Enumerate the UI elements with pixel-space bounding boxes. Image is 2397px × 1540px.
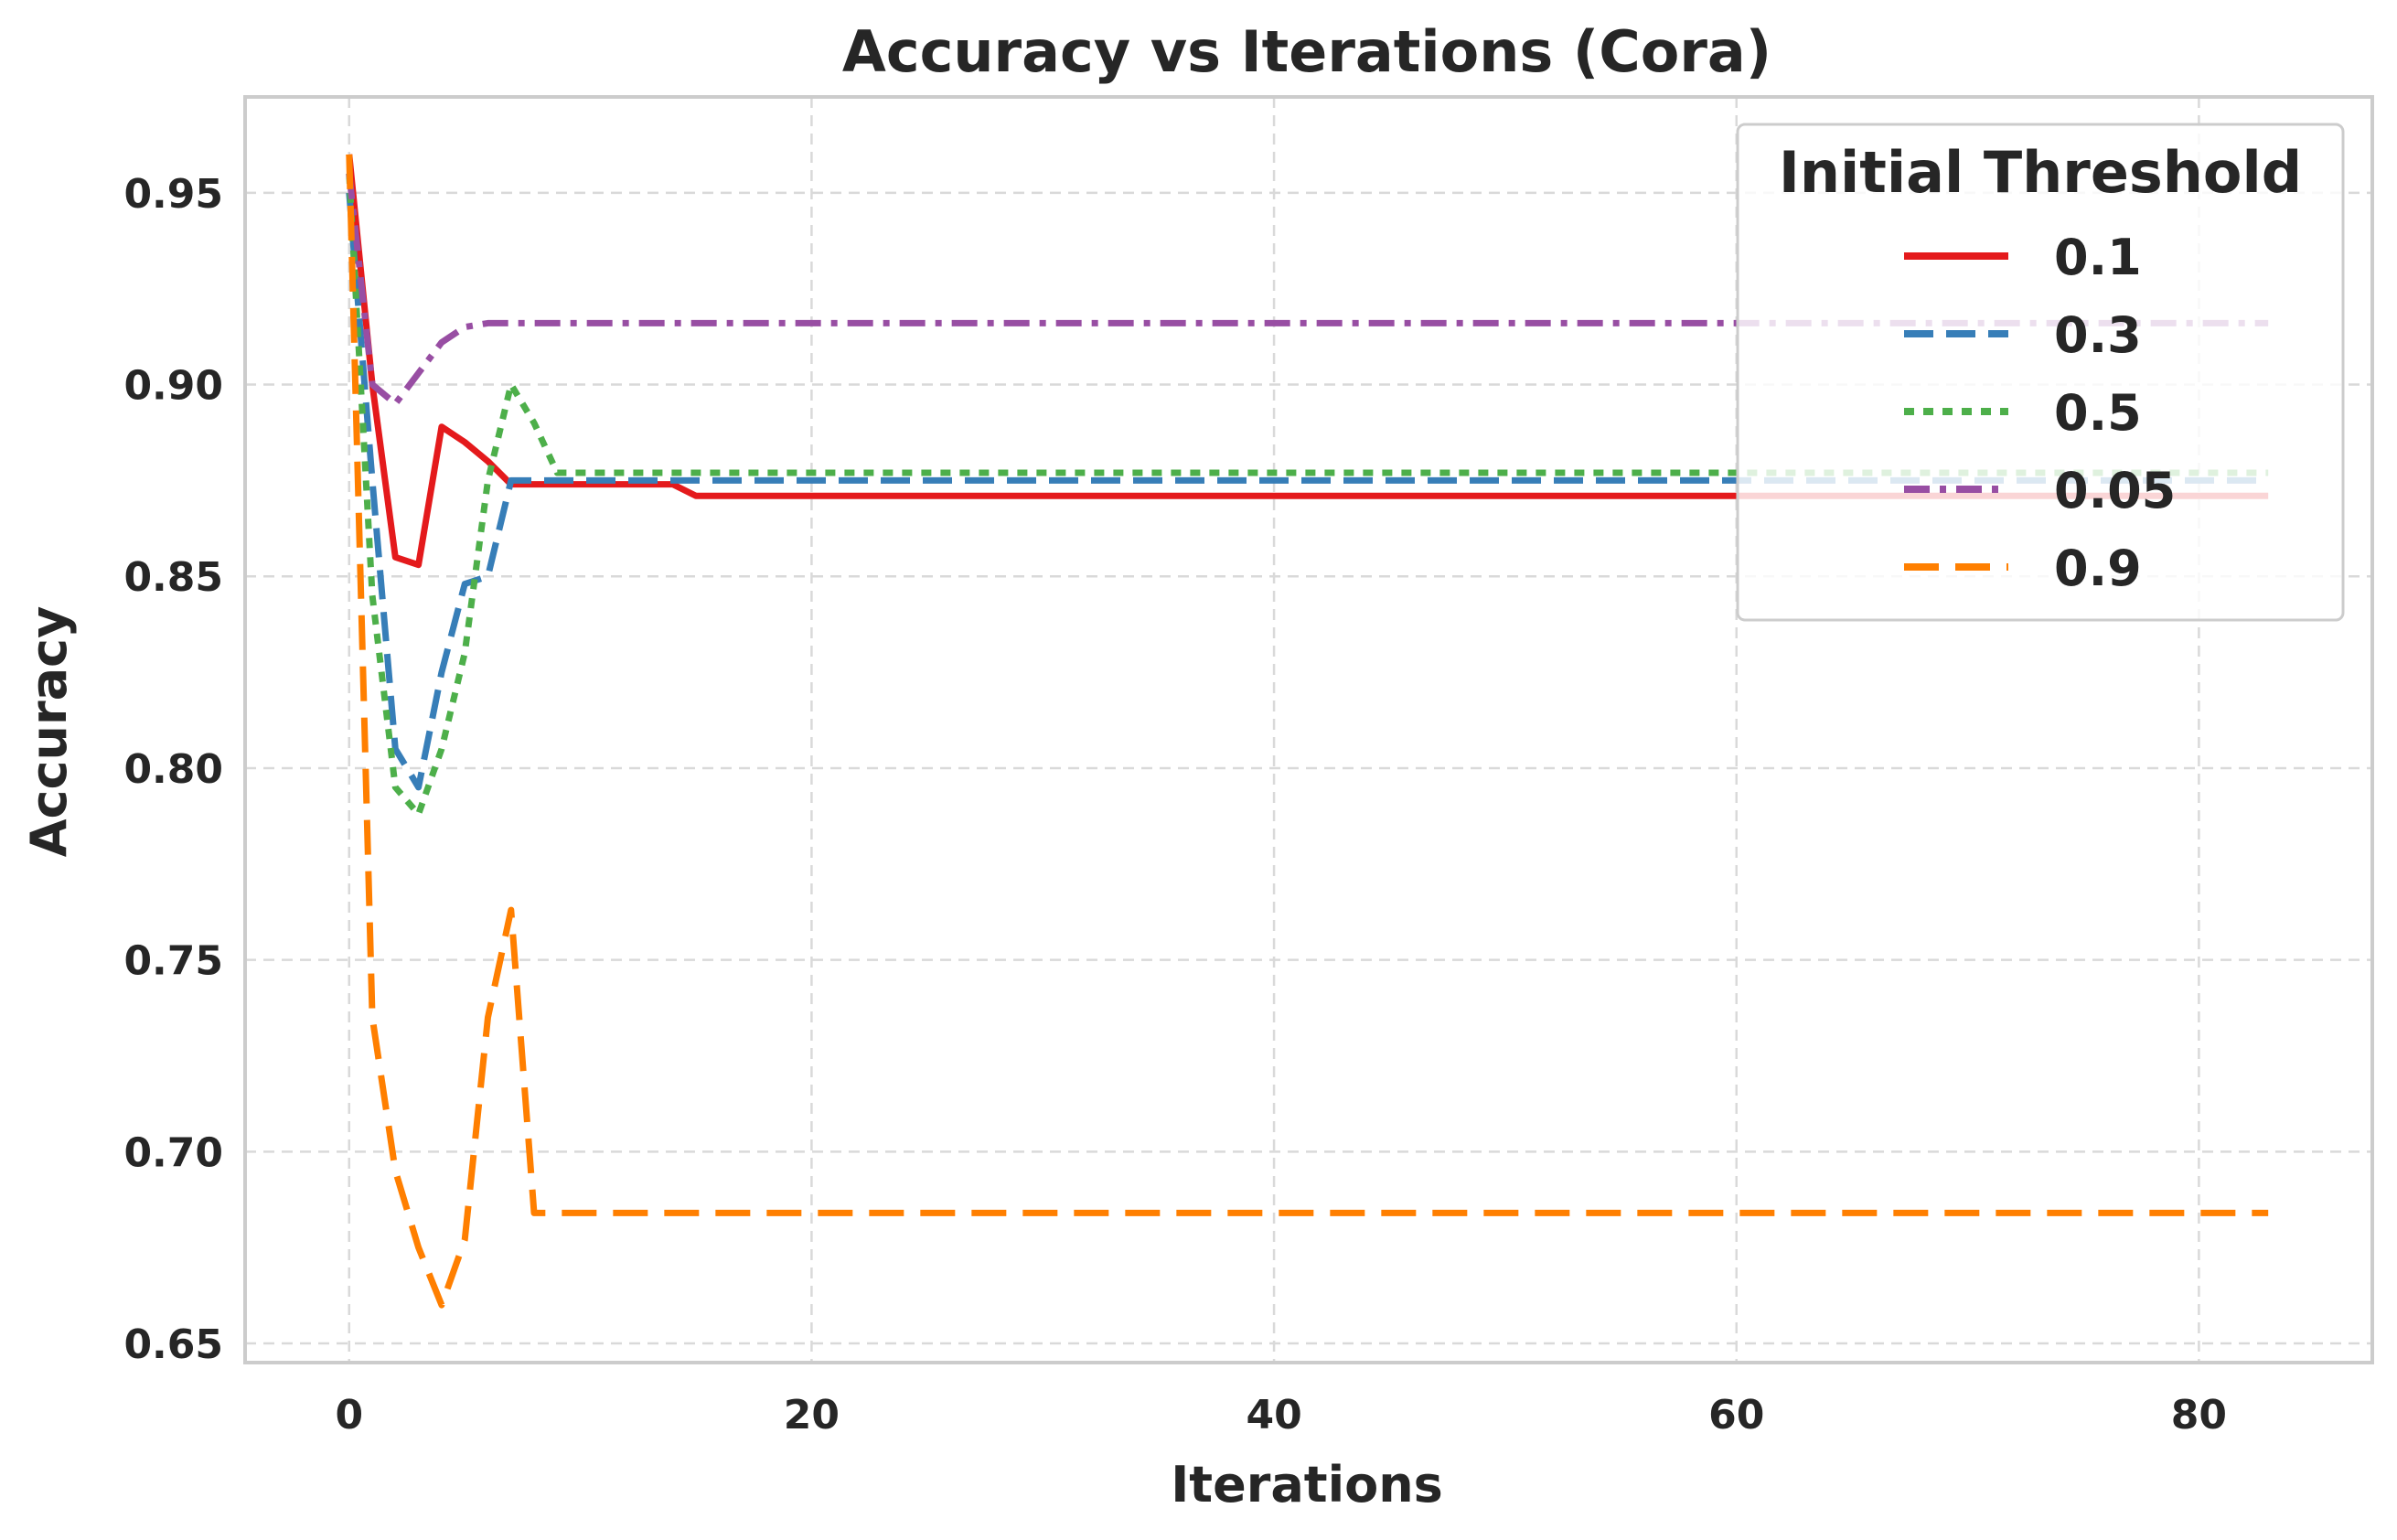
y-tick-label: 0.90 (123, 363, 223, 410)
plot-frame (243, 95, 2374, 1364)
y-tick-label: 0.65 (123, 1321, 223, 1368)
chart-title: Accuracy vs Iterations (Cora) (842, 18, 1771, 85)
x-tick-labels: 0 20 40 60 80 (335, 1392, 2227, 1438)
x-tick-label: 0 (335, 1392, 363, 1438)
x-tick-label: 20 (784, 1392, 840, 1438)
y-tick-label: 0.95 (123, 171, 223, 218)
y-tick-label: 0.75 (123, 938, 223, 985)
legend-entries: 0.1 0.3 0.5 0.05 0.9 (1904, 229, 2176, 597)
y-axis-label: Accuracy (20, 606, 78, 858)
series-line-0.3 (346, 192, 2269, 791)
y-tick-label: 0.70 (123, 1129, 223, 1176)
x-tick-label: 80 (2171, 1392, 2227, 1438)
legend-label: 0.3 (2054, 306, 2142, 364)
y-tick-label: 0.85 (123, 554, 223, 601)
series-line-0.9 (346, 154, 2269, 1309)
legend-box (1736, 123, 2345, 622)
y-tick-label: 0.80 (123, 746, 223, 793)
y-tick-labels: 0.65 0.70 0.75 0.80 0.85 0.90 0.95 (123, 171, 223, 1368)
series-line-0.05 (346, 173, 2269, 407)
legend-title: Initial Threshold (1779, 139, 2302, 206)
x-tick-label: 40 (1246, 1392, 1301, 1438)
x-axis-label: Iterations (1171, 1456, 1443, 1513)
legend-label: 0.05 (2054, 462, 2176, 519)
series-line-0.5 (346, 173, 2269, 818)
series-lines (346, 154, 2269, 1309)
legend-label: 0.1 (2054, 229, 2142, 286)
legend-label: 0.5 (2054, 384, 2142, 442)
series-line-0.1 (346, 154, 2269, 569)
legend: Initial Threshold 0.1 0.3 0.5 0.05 0.9 (1736, 123, 2345, 622)
legend-label: 0.9 (2054, 540, 2142, 597)
x-tick-label: 60 (1708, 1392, 1764, 1438)
